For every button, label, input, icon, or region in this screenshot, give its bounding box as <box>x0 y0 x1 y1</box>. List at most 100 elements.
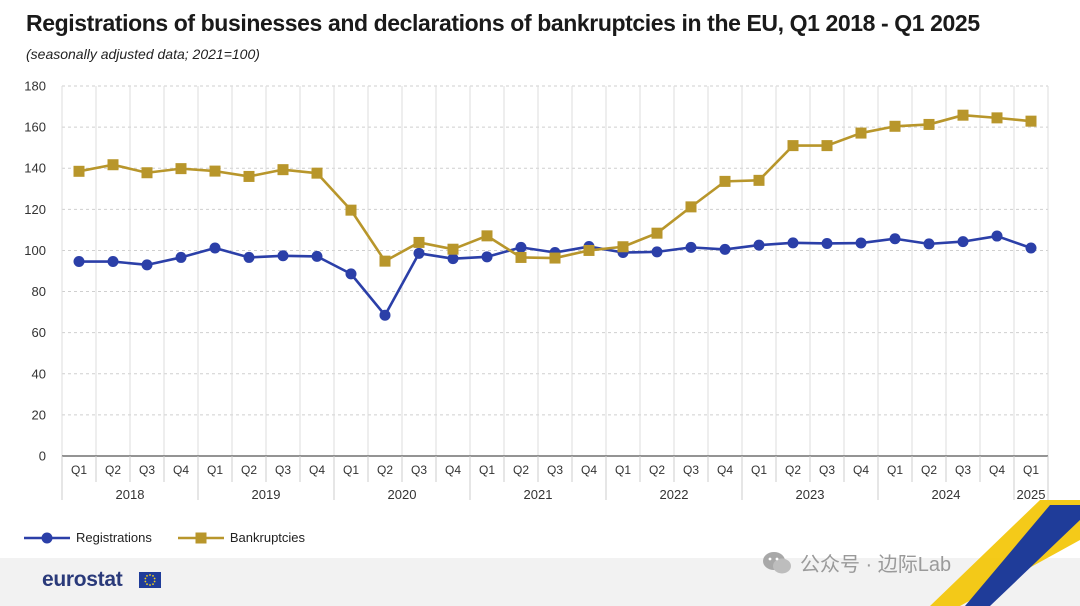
y-tick-label: 60 <box>32 325 46 340</box>
watermark: 公众号 · 边际Lab <box>762 548 951 577</box>
data-point-bankruptcies <box>311 167 323 179</box>
y-tick-label: 120 <box>24 202 46 217</box>
quarter-tick-label: Q2 <box>513 463 529 477</box>
data-point-bankruptcies <box>651 227 663 239</box>
quarter-tick-label: Q3 <box>819 463 835 477</box>
legend-square-marker-icon <box>177 532 224 543</box>
quarter-tick-label: Q1 <box>751 463 767 477</box>
y-tick-label: 0 <box>39 449 46 464</box>
data-point-registrations <box>73 256 85 268</box>
data-point-bankruptcies <box>1025 115 1037 127</box>
year-tick-label: 2019 <box>252 487 281 502</box>
legend-item-registrations[interactable]: Registrations <box>24 530 152 545</box>
quarter-tick-label: Q1 <box>71 463 87 477</box>
quarter-tick-label: Q1 <box>887 463 903 477</box>
year-tick-label: 2023 <box>796 487 825 502</box>
data-point-bankruptcies <box>889 120 901 132</box>
quarter-tick-label: Q2 <box>377 463 393 477</box>
line-chart: 0 20 40 60 80 100 120 140 160 180 Q1 Q2 Q3 Q4 Q1 Q2 Q3 Q4… <box>24 79 1049 502</box>
eurostat-logo: eurostat <box>42 568 123 591</box>
y-tick-label: 180 <box>24 79 46 94</box>
data-point-registrations <box>957 236 969 248</box>
quarter-tick-label: Q1 <box>479 463 495 477</box>
data-point-bankruptcies <box>515 251 527 263</box>
quarter-tick-label: Q3 <box>547 463 563 477</box>
data-point-bankruptcies <box>583 244 595 256</box>
quarter-tick-label: Q3 <box>275 463 291 477</box>
quarter-tick-label: Q3 <box>411 463 427 477</box>
data-point-bankruptcies <box>107 159 119 171</box>
data-point-bankruptcies <box>685 201 697 213</box>
quarter-tick-label: Q4 <box>309 463 325 477</box>
chart-subtitle: (seasonally adjusted data; 2021=100) <box>26 46 260 62</box>
data-point-bankruptcies <box>209 165 221 177</box>
quarter-tick-label: Q2 <box>921 463 937 477</box>
data-point-bankruptcies <box>243 170 255 182</box>
data-point-bankruptcies <box>549 252 561 264</box>
quarter-tick-label: Q4 <box>445 463 461 477</box>
data-point-registrations <box>1025 242 1037 254</box>
data-point-registrations <box>345 268 357 280</box>
legend-item-bankruptcies[interactable]: Bankruptcies <box>177 530 306 545</box>
data-point-bankruptcies <box>957 109 969 121</box>
data-point-bankruptcies <box>821 140 833 152</box>
year-tick-label: 2024 <box>932 487 961 502</box>
data-point-registrations <box>889 233 901 245</box>
data-point-registrations <box>141 259 153 271</box>
data-point-registrations <box>107 256 119 268</box>
data-point-bankruptcies <box>345 204 357 216</box>
quarter-tick-label: Q4 <box>173 463 189 477</box>
data-point-bankruptcies <box>481 230 493 242</box>
legend-label-registrations: Registrations <box>76 530 152 545</box>
data-point-registrations <box>855 237 867 249</box>
data-point-registrations <box>719 243 731 255</box>
data-point-registrations <box>413 247 425 259</box>
data-point-registrations <box>651 246 663 258</box>
legend-label-bankruptcies: Bankruptcies <box>229 530 306 545</box>
data-point-bankruptcies <box>277 164 289 176</box>
data-point-registrations <box>685 241 697 253</box>
y-tick-label: 140 <box>24 161 46 176</box>
year-tick-label: 2021 <box>524 487 553 502</box>
quarter-tick-label: Q3 <box>683 463 699 477</box>
year-tick-label: 2025 <box>1017 487 1046 502</box>
quarter-tick-label: Q2 <box>105 463 121 477</box>
data-point-bankruptcies <box>447 243 459 255</box>
grid-lines <box>61 85 1049 456</box>
data-point-bankruptcies <box>923 118 935 130</box>
data-point-registrations <box>481 251 493 263</box>
year-tick-label: 2018 <box>116 487 145 502</box>
y-tick-label: 160 <box>24 120 46 135</box>
data-point-bankruptcies <box>413 236 425 248</box>
data-point-registrations <box>447 253 459 265</box>
data-point-registrations <box>515 241 527 253</box>
data-point-bankruptcies <box>719 175 731 187</box>
data-point-registrations <box>277 250 289 262</box>
quarter-tick-label: Q1 <box>1023 463 1039 477</box>
chart-legend: Registrations Bankruptcies <box>24 530 305 545</box>
quarter-tick-label: Q2 <box>241 463 257 477</box>
quarter-tick-label: Q1 <box>207 463 223 477</box>
data-point-bankruptcies <box>787 140 799 152</box>
data-point-bankruptcies <box>617 241 629 253</box>
data-point-registrations <box>311 250 323 262</box>
watermark-text: 公众号 · 边际Lab <box>800 554 952 576</box>
wechat-icon <box>763 551 791 573</box>
year-tick-label: 2022 <box>660 487 689 502</box>
data-point-registrations <box>379 309 391 321</box>
footer-bar: eurostat <box>0 558 1080 606</box>
quarter-tick-label: Q4 <box>717 463 733 477</box>
quarter-tick-label: Q2 <box>649 463 665 477</box>
year-tick-label: 2020 <box>388 487 417 502</box>
data-point-registrations <box>243 251 255 263</box>
data-point-registrations <box>209 242 221 254</box>
data-point-bankruptcies <box>991 112 1003 124</box>
data-point-registrations <box>923 238 935 250</box>
data-point-registrations <box>753 239 765 251</box>
data-point-bankruptcies <box>175 163 187 175</box>
y-tick-label: 20 <box>32 407 46 422</box>
quarter-tick-label: Q4 <box>989 463 1005 477</box>
quarter-tick-label: Q1 <box>343 463 359 477</box>
